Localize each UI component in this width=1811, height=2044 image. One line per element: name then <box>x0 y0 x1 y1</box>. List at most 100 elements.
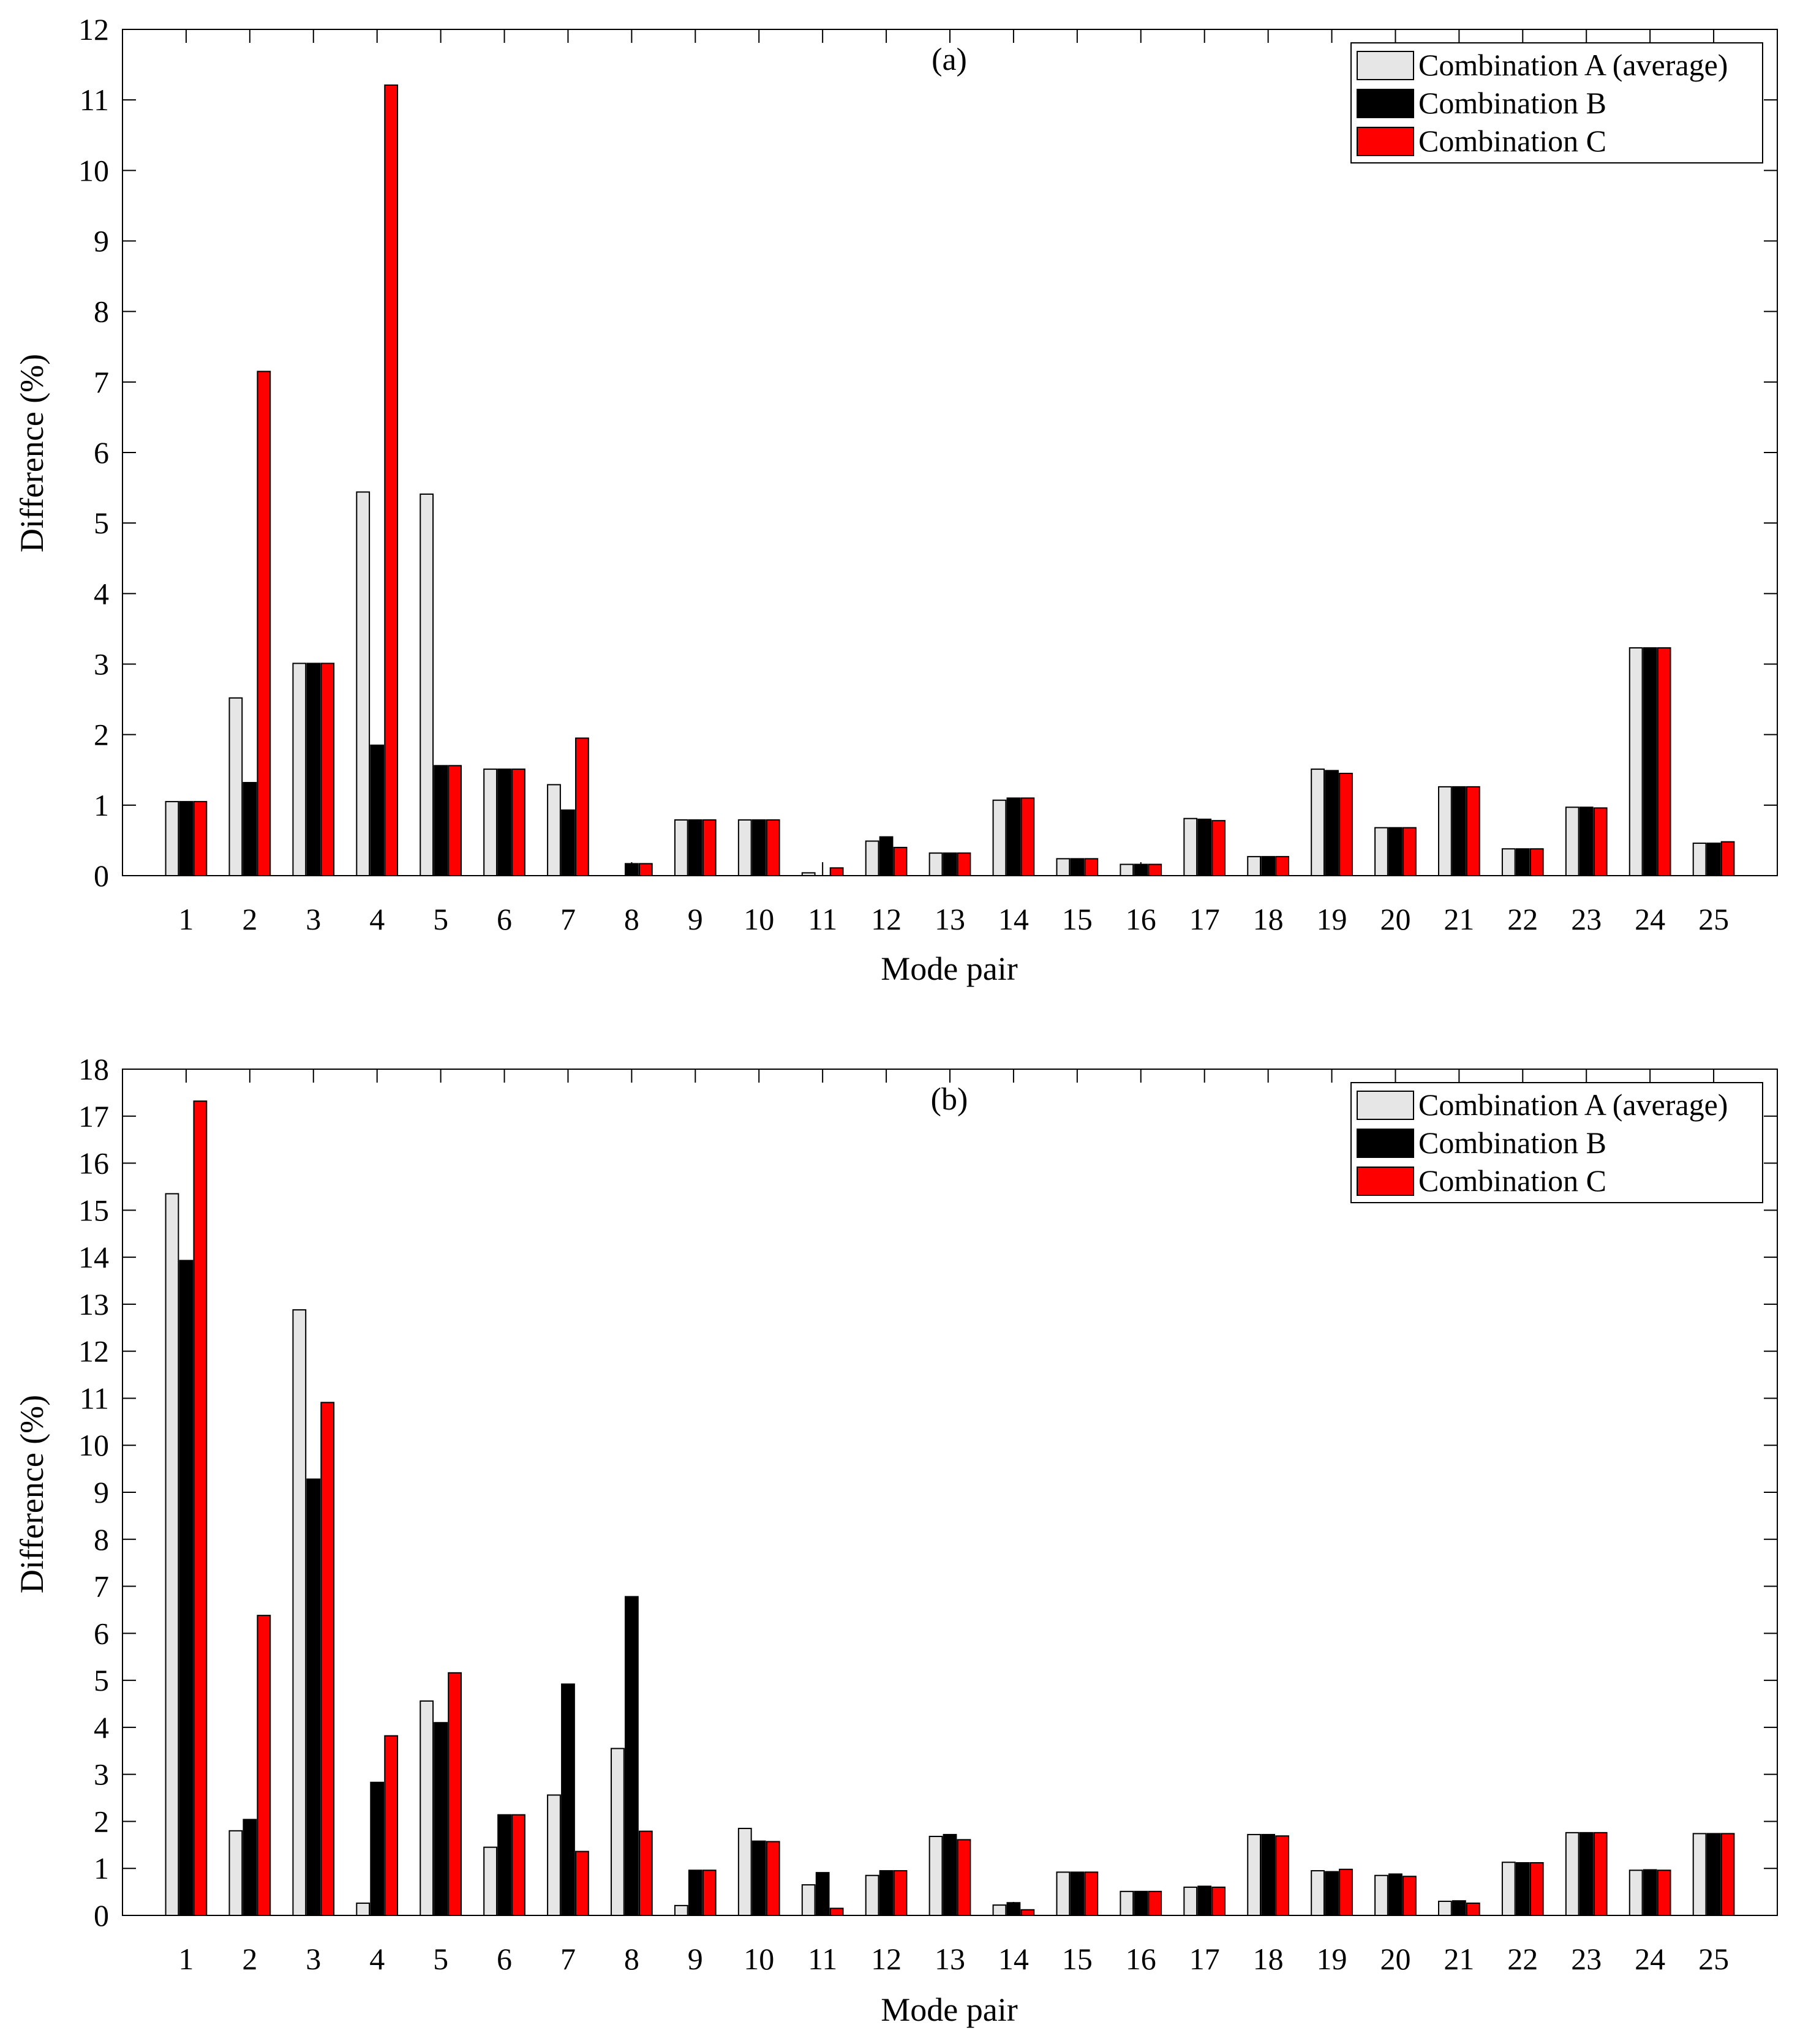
panel-b-bar-combination-a-8 <box>611 1748 625 1916</box>
panel-b-bar-combination-a-25 <box>1692 1833 1707 1916</box>
panel-a-ytick-label-11: 11 <box>80 83 109 117</box>
panel-a-bar-combination-c-13 <box>957 852 971 877</box>
panel-a-bar-combination-a-19 <box>1311 768 1325 876</box>
panel-a-xtick-label-21: 21 <box>1444 902 1474 936</box>
panel-a-legend-box <box>1350 42 1763 163</box>
panel-a-xtick-label-2: 2 <box>242 902 257 936</box>
panel-b-ytick-label-13: 13 <box>78 1287 109 1321</box>
panel-a-bar-combination-c-11 <box>829 867 844 876</box>
panel-b-xtick-label-3: 3 <box>306 1942 321 1976</box>
panel-b-xtick-label-24: 24 <box>1635 1942 1665 1976</box>
panel-a-xtick-label-24: 24 <box>1635 902 1665 936</box>
panel-a-ytick-label-9: 9 <box>94 224 109 258</box>
panel-a-ytick-label-8: 8 <box>94 295 109 329</box>
panel-b-xtick-label-9: 9 <box>688 1942 703 1976</box>
panel-a-xtick-label-20: 20 <box>1380 902 1410 936</box>
panel-b-bar-combination-b-5 <box>434 1722 448 1916</box>
panel-b-bar-combination-c-25 <box>1720 1833 1735 1916</box>
panel-b-legend-label-combination-b: Combination B <box>1418 1125 1606 1160</box>
panel-a-bar-combination-b-24 <box>1643 647 1657 876</box>
panel-a-bar-combination-a-7 <box>547 784 561 877</box>
panel-b-bar-combination-c-8 <box>638 1830 653 1917</box>
panel-a-ytick-label-12: 12 <box>78 12 109 47</box>
panel-b-xtick-label-18: 18 <box>1253 1942 1284 1976</box>
panel-b-bar-combination-a-19 <box>1311 1870 1325 1917</box>
panel-b-bar-combination-a-7 <box>547 1794 561 1916</box>
panel-b-ytick-label-18: 18 <box>78 1052 109 1086</box>
panel-a-bar-combination-c-23 <box>1593 807 1608 876</box>
panel-a-xtick-label-23: 23 <box>1571 902 1602 936</box>
panel-b-legend-label-combination-c: Combination C <box>1418 1163 1606 1198</box>
panel-b-ytick-label-10: 10 <box>78 1428 109 1462</box>
panel-b-bar-combination-a-12 <box>865 1874 879 1916</box>
panel-b-xtick-label-22: 22 <box>1507 1942 1538 1976</box>
panel-b-ytick-label-16: 16 <box>78 1146 109 1181</box>
panel-a-bar-combination-c-5 <box>448 765 462 876</box>
panel-a-bar-combination-c-8 <box>638 863 653 877</box>
panel-a-bar-combination-c-12 <box>893 846 908 877</box>
panel-b-bar-combination-a-14 <box>992 1904 1007 1917</box>
panel-a-bar-combination-c-22 <box>1529 848 1544 876</box>
panel-b-xtick-label-17: 17 <box>1189 1942 1220 1976</box>
panel-b-xlabel: Mode pair <box>881 1991 1017 2028</box>
panel-a-bar-combination-c-3 <box>320 663 335 876</box>
panel-b-ytick-label-15: 15 <box>78 1193 109 1227</box>
panel-b-ytick-label-7: 7 <box>94 1569 109 1604</box>
panel-a-bar-combination-c-20 <box>1402 827 1417 876</box>
panel-b-xtick-label-7: 7 <box>560 1942 576 1976</box>
panel-b-bar-combination-c-11 <box>829 1907 844 1916</box>
panel-b-bar-combination-c-3 <box>320 1402 335 1917</box>
panel-b-legend-swatch-combination-a <box>1357 1091 1414 1120</box>
panel-b-bar-combination-b-7 <box>561 1683 575 1916</box>
panel-a-bar-combination-a-21 <box>1438 786 1452 877</box>
panel-b-bar-combination-b-4 <box>370 1781 385 1916</box>
panel-b-ytick-label-8: 8 <box>94 1522 109 1557</box>
panel-b-bar-combination-c-12 <box>893 1870 908 1917</box>
panel-a-bar-combination-b-6 <box>497 768 511 876</box>
panel-b-bar-combination-c-5 <box>448 1672 462 1917</box>
panel-b-xtick-label-25: 25 <box>1698 1942 1729 1976</box>
panel-b-bar-combination-c-14 <box>1020 1909 1035 1917</box>
panel-a-xtick-label-18: 18 <box>1253 902 1284 936</box>
panel-b-bar-combination-b-8 <box>624 1596 639 1916</box>
panel-b-ytick-label-6: 6 <box>94 1616 109 1650</box>
panel-b-bar-combination-c-20 <box>1402 1876 1417 1917</box>
panel-b-bar-combination-a-1 <box>165 1193 179 1916</box>
panel-a-xtick-label-5: 5 <box>433 902 448 936</box>
panel-a-bar-combination-c-6 <box>511 768 525 876</box>
panel-a-xtick-label-12: 12 <box>871 902 902 936</box>
panel-b-bar-combination-a-5 <box>420 1700 434 1916</box>
panel-b-bar-combination-c-7 <box>575 1850 589 1917</box>
panel-b-xtick-label-4: 4 <box>369 1942 385 1976</box>
panel-a-legend-label-combination-a: Combination A (average) <box>1418 48 1728 82</box>
panel-b-bar-combination-a-17 <box>1183 1886 1198 1916</box>
panel-b-xtick-label-15: 15 <box>1062 1942 1093 1976</box>
panel-a-xtick-label-10: 10 <box>744 902 774 936</box>
panel-a-ytick-label-1: 1 <box>94 788 109 822</box>
panel-b-xtick-label-13: 13 <box>935 1942 965 1976</box>
panel-a-xtick-label-13: 13 <box>935 902 965 936</box>
panel-b-ytick-label-5: 5 <box>94 1663 109 1697</box>
panel-b-bar-combination-a-10 <box>737 1827 752 1916</box>
panel-a-xtick-label-3: 3 <box>306 902 321 936</box>
panel-a-bar-combination-a-22 <box>1501 848 1516 876</box>
panel-b-bar-combination-a-20 <box>1374 1874 1388 1916</box>
panel-a-xtick-label-14: 14 <box>998 902 1029 936</box>
panel-a-bar-combination-b-3 <box>306 663 321 876</box>
panel-a-bar-combination-a-16 <box>1120 863 1134 876</box>
panel-a-bar-combination-c-25 <box>1720 841 1735 876</box>
panel-a-bar-combination-c-7 <box>575 737 589 877</box>
panel-b-xtick-label-8: 8 <box>624 1942 639 1976</box>
panel-b-ytick-label-11: 11 <box>80 1381 109 1415</box>
panel-b-bar-combination-a-9 <box>674 1904 688 1916</box>
panel-a-bar-combination-a-17 <box>1183 817 1198 876</box>
panel-b-xtick-label-10: 10 <box>744 1942 774 1976</box>
panel-b-ytick-label-3: 3 <box>94 1757 109 1792</box>
panel-a-bar-combination-c-9 <box>702 819 717 877</box>
panel-a-bar-combination-c-16 <box>1148 863 1162 876</box>
panel-b-bar-combination-a-21 <box>1438 1900 1452 1916</box>
panel-a-bar-combination-a-10 <box>737 819 752 877</box>
panel-b-legend-swatch-combination-b <box>1357 1129 1414 1158</box>
